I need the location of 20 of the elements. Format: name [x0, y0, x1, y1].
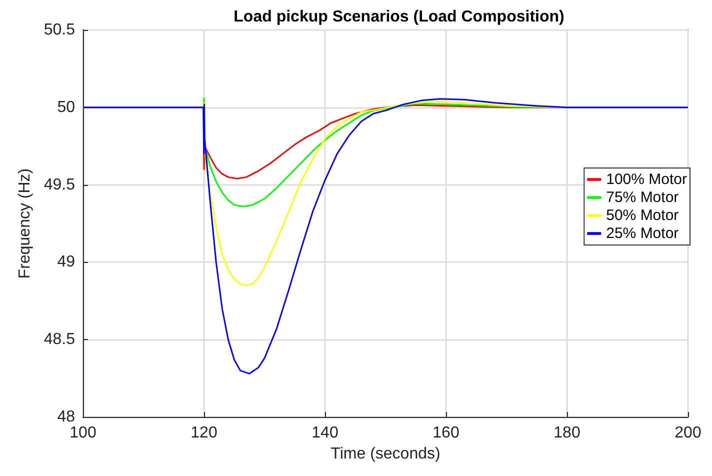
chart-title: Load pickup Scenarios (Load Composition) — [234, 8, 564, 26]
x-tick-label: 180 — [554, 424, 580, 442]
legend-label: 50% Motor — [606, 207, 679, 224]
x-tick-label: 160 — [432, 424, 460, 442]
y-tick-label: 50.5 — [44, 22, 76, 38]
y-tick-label: 49 — [57, 254, 76, 271]
x-tick-label: 120 — [190, 424, 218, 442]
legend-label: 100% Motor — [606, 171, 688, 188]
y-tick-label: 48.5 — [44, 331, 76, 348]
legend-label: 25% Motor — [606, 225, 679, 242]
line-series — [82, 98, 689, 374]
legend-label: 75% Motor — [606, 189, 679, 206]
y-tick-label: 50 — [57, 98, 76, 116]
x-axis-title: Time (seconds) — [330, 445, 440, 462]
x-tick-label: 200 — [674, 424, 702, 442]
y-tick-label: 48 — [57, 408, 76, 426]
y-tick-label: 49.5 — [44, 176, 76, 194]
y-axis-title: Frequency (Hz) — [16, 168, 34, 279]
x-tick-label: 140 — [312, 424, 338, 442]
x-tick-label: 100 — [70, 424, 96, 442]
